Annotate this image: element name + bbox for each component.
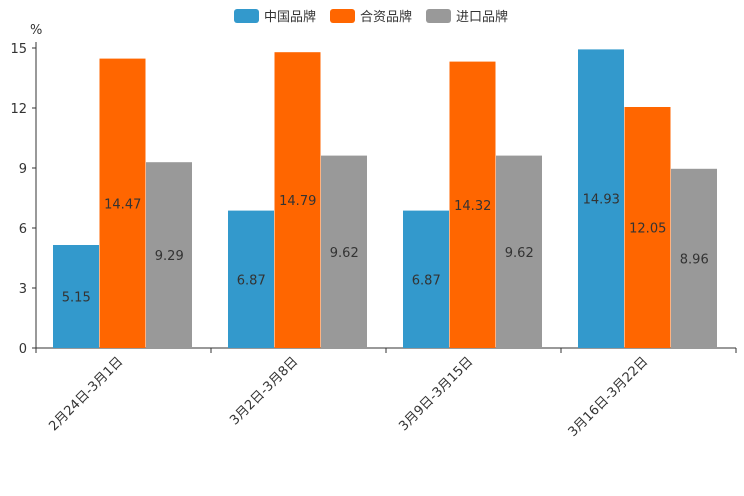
legend-item[interactable]: 进口品牌: [426, 9, 508, 25]
bar[interactable]: [228, 210, 274, 348]
bar[interactable]: [578, 49, 624, 349]
data-labels: 5.15 14.47 9.29 6.87 14.79 9.62 6.87 14.32 9.62 1…: [62, 193, 709, 306]
data-label: 6.87: [412, 273, 441, 288]
y-tick-label: 12: [10, 102, 27, 117]
legend-label: 合资品牌: [360, 9, 412, 25]
x-axis: 2月24日-3月1日 3月2日-3月8日 3月9日-3月15日 3月16日-3月22日: [35, 347, 737, 440]
data-label: 8.96: [680, 252, 709, 267]
x-tick-label: 2月24日-3月1日: [46, 354, 126, 434]
data-label: 5.15: [62, 291, 91, 306]
legend-item[interactable]: 中国品牌: [234, 9, 316, 25]
bar[interactable]: [53, 245, 99, 348]
y-tick-label: 3: [19, 282, 27, 297]
bar[interactable]: [403, 210, 449, 348]
bar[interactable]: [624, 107, 671, 348]
legend: 中国品牌 合资品牌 进口品牌: [234, 9, 508, 25]
bar[interactable]: [321, 155, 367, 348]
data-label: 9.62: [330, 246, 359, 261]
bar[interactable]: [99, 58, 146, 348]
y-tick-label: 6: [19, 222, 27, 237]
legend-label: 中国品牌: [264, 9, 316, 25]
data-label: 14.79: [279, 194, 316, 209]
y-tick-label: 0: [19, 342, 27, 357]
y-tick-label: 15: [10, 42, 27, 57]
y-tick-label: 9: [19, 162, 27, 177]
data-label: 12.05: [629, 222, 666, 237]
legend-label: 进口品牌: [456, 9, 508, 25]
data-label: 14.47: [104, 197, 141, 212]
data-label: 6.87: [237, 273, 266, 288]
bar[interactable]: [274, 52, 321, 348]
data-label: 9.62: [505, 246, 534, 261]
bar[interactable]: [671, 168, 717, 348]
data-label: 14.93: [583, 193, 620, 208]
legend-swatch: [426, 9, 451, 23]
y-axis: 0 3 6 9 12 15: [10, 42, 37, 357]
legend-item[interactable]: 合资品牌: [330, 9, 412, 25]
x-tick-label: 3月9日-3月15日: [396, 354, 476, 434]
data-label: 9.29: [155, 249, 184, 264]
y-axis-unit-label: %: [30, 23, 42, 38]
x-tick-label: 3月16日-3月22日: [566, 354, 652, 440]
legend-swatch: [234, 9, 259, 23]
x-tick-label: 3月2日-3月8日: [227, 354, 301, 428]
legend-swatch: [330, 9, 355, 23]
bar[interactable]: [496, 155, 542, 348]
bar[interactable]: [449, 61, 496, 348]
bar[interactable]: [146, 162, 192, 348]
bars: [53, 49, 717, 349]
data-label: 14.32: [454, 199, 491, 214]
